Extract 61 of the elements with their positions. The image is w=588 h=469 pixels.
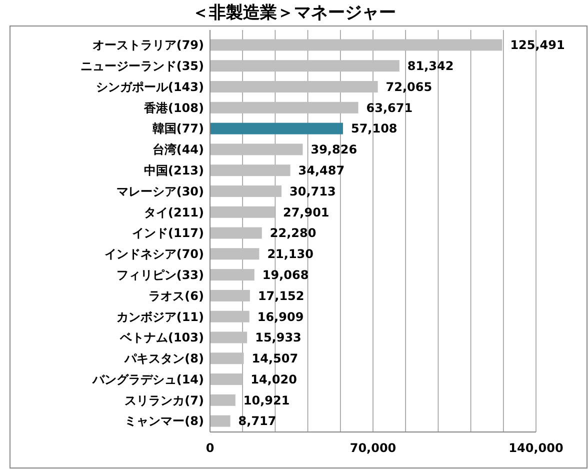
- bar: [210, 269, 254, 281]
- y-tick-label: インド(117): [132, 226, 204, 240]
- data-label: 27,901: [282, 205, 330, 220]
- x-tick-label: 70,000: [350, 441, 396, 455]
- y-tick-label: ベトナム(103): [118, 330, 204, 345]
- bar: [210, 290, 250, 302]
- bar: [210, 60, 400, 72]
- data-label: 8,717: [238, 414, 276, 428]
- y-tick-label: カンボジア(11): [116, 310, 204, 324]
- y-tick-label: オーストラリア(79): [92, 38, 204, 52]
- bar: [210, 81, 378, 92]
- chart-title: ＜非製造業＞マネージャー: [192, 3, 396, 23]
- y-tick-label: パキスタン(8): [124, 352, 204, 366]
- data-label: 21,130: [267, 247, 314, 262]
- y-tick-label: タイ(211): [144, 205, 204, 220]
- x-tick-label: 0: [206, 441, 214, 455]
- data-label: 39,826: [310, 142, 358, 157]
- y-tick-label: 中国(213): [144, 164, 204, 178]
- bar: [210, 332, 248, 344]
- y-tick-label: インドネシア(70): [104, 247, 204, 262]
- data-label: 63,671: [366, 100, 413, 115]
- y-tick-label: バングラデシュ(14): [91, 372, 204, 386]
- bar: [210, 122, 343, 134]
- data-label: 17,152: [258, 288, 304, 303]
- bar: [210, 394, 236, 406]
- bar: [210, 206, 275, 218]
- data-label: 30,713: [290, 184, 336, 198]
- data-label: 14,507: [252, 352, 298, 366]
- bar: [210, 185, 282, 197]
- y-tick-label: マレーシア(30): [116, 184, 204, 198]
- y-tick-label: 香港(108): [142, 100, 204, 115]
- y-tick-label: ニュージーランド(35): [80, 59, 204, 74]
- bar: [210, 102, 358, 114]
- bar: [210, 374, 243, 385]
- y-tick-label: スリランカ(7): [124, 393, 204, 408]
- data-label: 57,108: [350, 122, 398, 136]
- data-label: 22,280: [270, 226, 316, 240]
- y-tick-label: 台湾(44): [152, 142, 204, 157]
- bar: [210, 227, 262, 239]
- data-label: 81,342: [407, 59, 454, 74]
- y-tick-label: シンガポール(143): [96, 80, 204, 94]
- bar: [210, 39, 502, 51]
- data-label: 72,065: [386, 80, 432, 94]
- y-tick-label: ミャンマー(8): [124, 414, 204, 428]
- data-label: 14,020: [250, 372, 297, 386]
- bar: [210, 164, 290, 176]
- y-tick-label: 韓国(77): [152, 122, 204, 136]
- data-label: 15,933: [255, 330, 302, 345]
- bar: [210, 310, 250, 322]
- bar: [210, 248, 260, 260]
- bar: [210, 144, 303, 156]
- bar: [210, 415, 230, 427]
- x-tick-label: 140,000: [508, 441, 564, 455]
- data-label: 34,487: [298, 164, 345, 178]
- data-label: 10,921: [243, 393, 290, 408]
- data-label: 16,909: [257, 310, 304, 324]
- bar: [210, 352, 244, 364]
- data-label: 19,068: [262, 268, 309, 282]
- data-label: 125,491: [510, 38, 565, 52]
- y-tick-label: フィリピン(33): [116, 268, 204, 282]
- y-tick-label: ラオス(6): [148, 288, 204, 303]
